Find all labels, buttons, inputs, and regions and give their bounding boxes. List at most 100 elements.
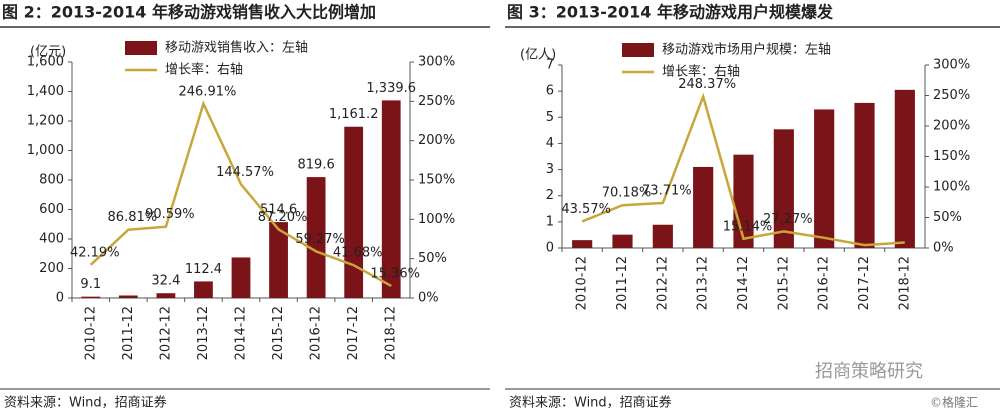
source: 资料来源：Wind，招商证券 xyxy=(4,395,167,411)
data-label: 819.6 xyxy=(298,158,335,173)
data-label: 514.6 xyxy=(260,203,297,218)
y2-tick-label: 200% xyxy=(418,133,455,148)
y2-tick-label: 100% xyxy=(418,212,455,227)
y2-tick-label: 250% xyxy=(418,94,455,109)
data-label: 90.59% xyxy=(145,207,195,222)
line xyxy=(581,92,905,247)
bar xyxy=(194,281,213,298)
bar xyxy=(344,126,364,299)
x-tick-label: 2011-12 xyxy=(121,306,136,360)
y2-tick-label: 300% xyxy=(933,58,970,73)
y2-tick-label: 100% xyxy=(933,180,970,195)
y-tick-label: 400 xyxy=(39,232,64,247)
bar xyxy=(81,296,101,298)
y-tick-label: 1 xyxy=(546,214,554,229)
bar xyxy=(854,102,875,249)
y-tick-label: 1,000 xyxy=(27,143,64,158)
y2-tick-label: 150% xyxy=(933,149,970,164)
y-tick-label: 5 xyxy=(546,110,554,125)
y-tick-label: 2 xyxy=(546,188,554,203)
y-tick-label: 0 xyxy=(546,241,554,256)
y2-tick-label: 0% xyxy=(418,291,439,306)
legend-swatch xyxy=(125,41,157,55)
x-tick-label: 2014-12 xyxy=(736,256,751,310)
data-label: 15.14% xyxy=(723,219,773,234)
bar xyxy=(156,293,176,298)
legend-label: 移动游戏市场用户规模：左轴 xyxy=(662,42,831,58)
y2-tick-label: 0% xyxy=(933,241,954,256)
x-tick-label: 2018-12 xyxy=(897,256,912,310)
legend-label: 增长率：右轴 xyxy=(165,62,243,78)
y-tick-label: 3 xyxy=(546,162,554,177)
x-tick-label: 2013-12 xyxy=(696,256,711,310)
x-tick-label: 2014-12 xyxy=(234,306,249,360)
x-tick-label: 2010-12 xyxy=(575,256,590,310)
data-label: 86.81% xyxy=(108,210,158,225)
x-tick-label: 2015-12 xyxy=(271,306,286,360)
bar xyxy=(572,240,593,248)
bar xyxy=(652,224,673,248)
x-tick-label: 2017-12 xyxy=(857,256,872,310)
y2-tick-label: 50% xyxy=(418,251,447,266)
y2-tick-label: 150% xyxy=(418,173,455,188)
data-label: 1,339.6 xyxy=(366,81,416,96)
bar xyxy=(773,129,794,248)
chart-title: 图 3：2013-2014 年移动游戏用户规模爆发 xyxy=(507,3,834,22)
y-tick-label: 600 xyxy=(39,202,64,217)
bar xyxy=(118,295,138,298)
y2-tick-label: 300% xyxy=(418,55,455,70)
data-label: 112.4 xyxy=(185,262,222,277)
bar xyxy=(306,177,326,298)
y-axis-label: (亿元) xyxy=(30,45,66,60)
bar xyxy=(693,166,714,248)
x-tick-label: 2013-12 xyxy=(196,306,211,360)
data-label: 43.57% xyxy=(561,202,611,217)
data-label: 41.68% xyxy=(333,246,383,261)
data-label: 70.18% xyxy=(602,186,652,201)
data-label: 144.57% xyxy=(216,165,274,180)
x-tick-label: 2016-12 xyxy=(817,256,832,310)
y-tick-label: 4 xyxy=(546,136,554,151)
data-label: 87.20% xyxy=(258,210,308,225)
x-tick-label: 2012-12 xyxy=(158,306,173,360)
data-label: 59.27% xyxy=(295,232,345,247)
bar xyxy=(269,222,288,298)
bar xyxy=(814,109,835,248)
data-label: 73.71% xyxy=(642,184,692,199)
y-tick-label: 0 xyxy=(56,291,64,306)
y-tick-label: 7 xyxy=(546,58,554,73)
y-tick-label: 6 xyxy=(546,84,554,99)
x-tick-label: 2017-12 xyxy=(346,306,361,360)
data-label: 248.37% xyxy=(678,77,736,92)
chart-title: 图 2：2013-2014 年移动游戏销售收入大比例增加 xyxy=(2,3,376,22)
x-tick-label: 2018-12 xyxy=(384,306,399,360)
y2-tick-label: 200% xyxy=(933,119,970,134)
y-axis-label: (亿人) xyxy=(520,48,556,63)
bar xyxy=(894,89,915,248)
data-label: 27.27% xyxy=(763,212,813,227)
data-label: 9.1 xyxy=(80,277,101,292)
legend-label: 移动游戏销售收入：左轴 xyxy=(165,40,308,56)
x-tick-label: 2011-12 xyxy=(615,256,630,310)
bar xyxy=(612,234,633,248)
data-label: 1,161.2 xyxy=(329,107,379,122)
x-tick-label: 2016-12 xyxy=(309,306,324,360)
data-label: 42.19% xyxy=(70,245,120,260)
data-label: 15.36% xyxy=(370,266,420,281)
x-tick-label: 2010-12 xyxy=(83,306,98,360)
legend-label: 增长率：右轴 xyxy=(662,64,740,80)
y-tick-label: 200 xyxy=(39,261,64,276)
y-tick-label: 1,200 xyxy=(27,114,64,129)
bar xyxy=(381,100,401,298)
legend-swatch xyxy=(622,43,654,57)
x-tick-label: 2015-12 xyxy=(776,256,791,310)
y-tick-label: 800 xyxy=(39,173,64,188)
watermark: 招商策略研究 xyxy=(815,361,923,382)
y-tick-label: 1,400 xyxy=(27,84,64,99)
y2-tick-label: 250% xyxy=(933,88,970,103)
y-tick-label: 1,600 xyxy=(27,55,64,70)
source: 资料来源：Wind，招商证券 xyxy=(509,395,672,411)
x-tick-label: 2012-12 xyxy=(655,256,670,310)
y2-tick-label: 50% xyxy=(933,210,962,225)
